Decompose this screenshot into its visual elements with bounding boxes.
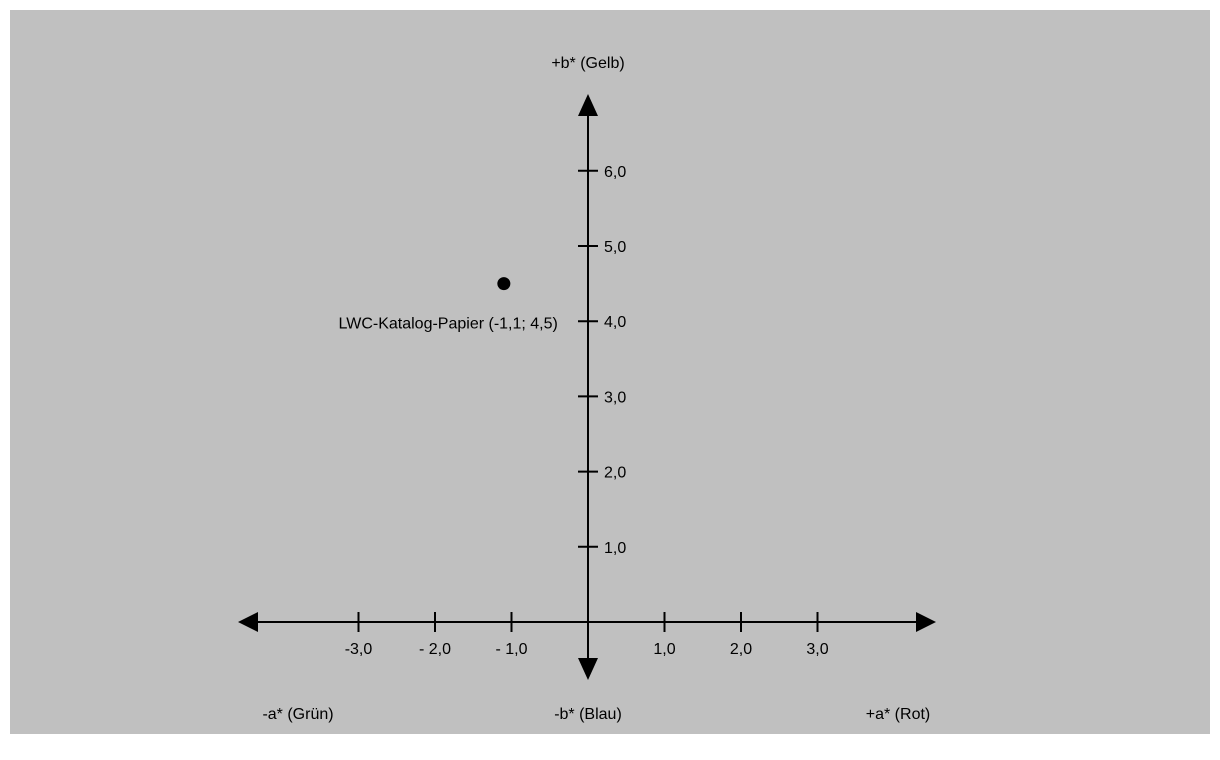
ticks-layer: -3,0 - 2,0 - 1,0 1,0 2,0 3,0 1,0 2,0 3,0 4,0 5,0 6,… [345, 164, 829, 658]
x-tick-label: 3,0 [806, 641, 828, 658]
x-tick-label: - 2,0 [419, 641, 451, 658]
plot-panel: -3,0 - 2,0 - 1,0 1,0 2,0 3,0 1,0 2,0 3,0 4,0 5,0 6,… [10, 10, 1210, 734]
y-tick-label: 4,0 [604, 314, 626, 331]
y-axis-arrow-up [578, 94, 598, 116]
y-tick-label: 1,0 [604, 540, 626, 557]
data-point-label: LWC-Katalog-Papier (-1,1; 4,5) [339, 316, 558, 333]
y-axis-negative-label: -b* (Blau) [554, 706, 622, 723]
labels-layer: +b* (Gelb) -b* (Blau) +a* (Rot) -a* (Grü… [262, 55, 930, 723]
y-axis-arrow-down [578, 658, 598, 680]
y-tick-label: 6,0 [604, 164, 626, 181]
y-tick-label: 2,0 [604, 465, 626, 482]
x-tick-label: 2,0 [730, 641, 752, 658]
x-tick-label: -3,0 [345, 641, 373, 658]
x-axis-arrow-right [916, 612, 936, 632]
x-axis-negative-label: -a* (Grün) [262, 706, 333, 723]
x-tick-label: - 1,0 [495, 641, 527, 658]
axes-layer [238, 94, 936, 680]
data-point [497, 277, 511, 291]
y-tick-label: 5,0 [604, 239, 626, 256]
x-axis-arrow-left [238, 612, 258, 632]
ab-color-chart: -3,0 - 2,0 - 1,0 1,0 2,0 3,0 1,0 2,0 3,0 4,0 5,0 6,… [238, 55, 936, 723]
y-axis-positive-label: +b* (Gelb) [551, 55, 624, 72]
points-layer: LWC-Katalog-Papier (-1,1; 4,5) [339, 277, 558, 333]
y-tick-label: 3,0 [604, 389, 626, 406]
x-axis-positive-label: +a* (Rot) [866, 706, 930, 723]
x-tick-label: 1,0 [653, 641, 675, 658]
